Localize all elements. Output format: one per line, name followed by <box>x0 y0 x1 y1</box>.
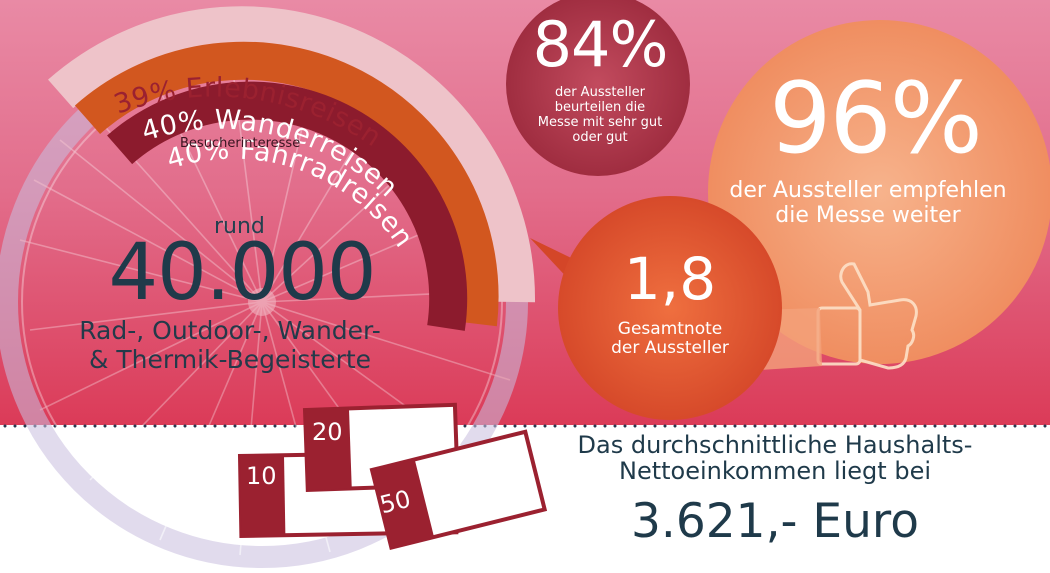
grade-value: 1,8 <box>623 245 717 313</box>
stat-96-text: der Aussteller empfehlen die Messe weite… <box>690 178 1046 228</box>
stat-84-text: der Aussteller beurteilen die Messe mit … <box>500 85 700 145</box>
stat-96-circle <box>708 20 1050 364</box>
stat-84-circle <box>506 0 690 176</box>
stat-84-line4: oder gut <box>572 130 628 145</box>
arc-fahrradreisen <box>107 81 468 331</box>
stat-96-line2: die Messe weiter <box>775 203 961 228</box>
visitors-desc-line1: Rad-, Outdoor-, Wander- <box>79 316 381 345</box>
banknote-icon <box>237 402 548 551</box>
arc-wanderreisen <box>74 41 499 327</box>
bill-10-label: 10 <box>246 462 277 490</box>
bill-20-label: 20 <box>312 418 343 446</box>
stat-96-line1: der Aussteller empfehlen <box>729 178 1007 203</box>
speech-bubble-icon <box>530 196 782 420</box>
income-line2: Nettoeinkommen liegt bei <box>619 457 931 485</box>
stat-84-line3: Messe mit sehr gut <box>537 115 663 130</box>
visitors-description: Rad-, Outdoor-, Wander- & Thermik-Begeis… <box>20 316 440 374</box>
grade-line2: der Aussteller <box>611 338 729 358</box>
stat-84-line1: der Aussteller <box>554 85 646 100</box>
income-text: Das durchschnittliche Haushalts- Nettoei… <box>520 432 1030 484</box>
income-line1: Das durchschnittliche Haushalts- <box>577 431 973 459</box>
arc-erlebnisreisen <box>48 6 536 303</box>
dotted-divider <box>0 424 1050 428</box>
grade-line1: Gesamtnote <box>617 319 723 339</box>
stat-96-value: 96% <box>769 62 983 176</box>
grade-text: Gesamtnote der Aussteller <box>560 320 780 358</box>
stat-84-value: 84% <box>532 8 669 81</box>
visitors-prefix: rund <box>214 214 265 239</box>
income-amount: 3.621,- Euro <box>631 494 919 549</box>
visitors-desc-line2: & Thermik-Begeisterte <box>88 345 372 374</box>
visitors-count: 40.000 <box>108 228 377 318</box>
interest-caption: Besucherinteresse <box>180 136 301 151</box>
stat-84-line2: beurteilen die <box>554 100 646 115</box>
